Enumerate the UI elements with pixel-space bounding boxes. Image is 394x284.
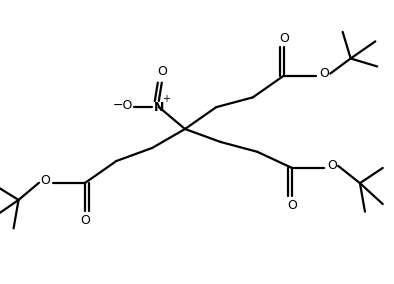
Text: O: O [319,67,329,80]
Text: −O: −O [112,99,133,112]
Text: O: O [80,214,90,227]
Text: O: O [40,174,50,187]
Text: +: + [162,94,170,104]
Text: O: O [279,32,289,45]
Text: O: O [287,199,297,212]
Text: O: O [327,159,337,172]
Text: N: N [154,101,164,114]
Text: O: O [157,65,167,78]
